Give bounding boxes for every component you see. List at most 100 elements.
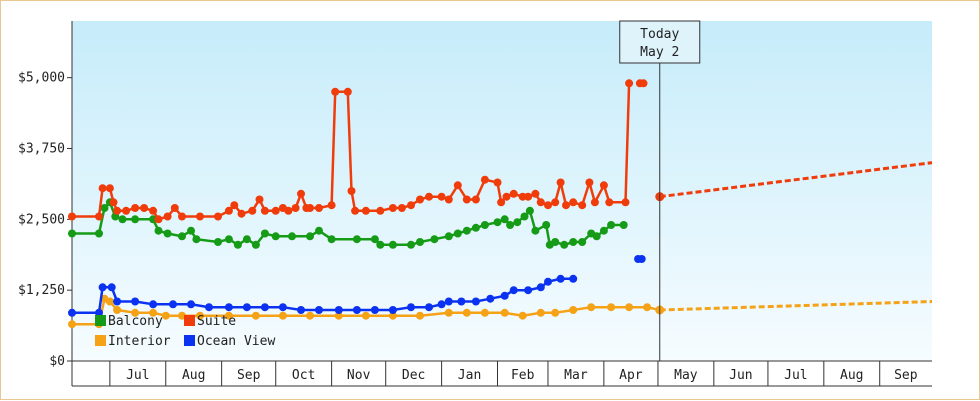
- projection-line: [659, 161, 933, 199]
- data-point: [113, 206, 122, 215]
- data-point: [605, 198, 614, 207]
- x-tick-label: Jul: [126, 368, 149, 383]
- legend-label: Suite: [197, 314, 236, 329]
- series-interior: [68, 294, 933, 329]
- data-point: [444, 297, 453, 306]
- data-point: [187, 300, 195, 309]
- data-point: [587, 303, 596, 312]
- data-point: [376, 206, 385, 215]
- data-point: [562, 201, 570, 210]
- data-point: [68, 308, 76, 317]
- plot-area: [72, 21, 932, 361]
- data-point: [214, 212, 222, 221]
- data-point: [154, 215, 163, 224]
- data-point: [569, 198, 578, 207]
- data-point: [425, 303, 433, 312]
- data-point: [170, 204, 179, 212]
- data-point: [224, 206, 233, 215]
- y-tick-label: $2,500: [18, 212, 65, 227]
- data-point: [352, 235, 361, 244]
- data-point: [621, 198, 630, 207]
- data-point: [251, 311, 260, 320]
- data-point: [278, 303, 287, 312]
- legend-label: Interior: [108, 334, 171, 349]
- data-point: [388, 204, 397, 212]
- data-point: [569, 274, 578, 283]
- data-point: [444, 308, 453, 317]
- data-point: [544, 277, 552, 286]
- data-point: [453, 229, 462, 238]
- data-point: [161, 311, 170, 320]
- data-point: [471, 223, 480, 232]
- data-point: [334, 311, 343, 320]
- data-point: [95, 308, 103, 317]
- data-point: [569, 306, 578, 314]
- y-tick-label: $1,250: [18, 283, 65, 298]
- data-point: [509, 189, 518, 198]
- data-point: [486, 294, 495, 303]
- data-point: [68, 212, 76, 221]
- today-date: May 2: [640, 45, 679, 60]
- data-point: [556, 178, 565, 187]
- data-point: [462, 195, 471, 204]
- data-point: [518, 311, 527, 320]
- data-point: [444, 232, 453, 241]
- data-point: [131, 215, 140, 224]
- x-tick-label: Jan: [458, 368, 481, 383]
- data-point: [95, 229, 103, 238]
- data-point: [480, 308, 489, 317]
- data-point: [237, 209, 246, 218]
- data-point: [590, 198, 599, 207]
- data-point: [524, 192, 533, 201]
- data-point: [205, 303, 213, 312]
- data-point: [192, 235, 201, 244]
- data-point: [149, 206, 158, 215]
- data-point: [536, 198, 545, 207]
- axes: $0 $1,250 $2,500 $3,750 $5,000 Jul Aug Sep Oct No…: [18, 21, 932, 387]
- data-point: [100, 204, 109, 212]
- data-point: [260, 229, 269, 238]
- data-point: [551, 198, 560, 207]
- data-point: [224, 303, 233, 312]
- data-point: [497, 198, 506, 207]
- today-marker: Today May 2: [619, 20, 701, 361]
- data-point: [569, 238, 578, 246]
- data-point: [163, 229, 172, 238]
- data-point: [178, 232, 186, 241]
- data-point: [416, 195, 424, 204]
- data-point: [315, 306, 323, 314]
- x-tick-label: Aug: [182, 368, 205, 383]
- data-point: [637, 255, 646, 263]
- data-point: [351, 206, 360, 215]
- data-point: [500, 291, 509, 300]
- x-tick-label: Jun: [729, 368, 752, 383]
- data-point: [599, 181, 608, 190]
- data-point: [560, 240, 569, 249]
- data-point: [297, 306, 305, 314]
- y-tick-label: $0: [49, 354, 65, 369]
- data-point: [315, 204, 323, 212]
- data-point: [352, 306, 361, 314]
- data-point: [578, 201, 587, 210]
- data-point: [502, 192, 511, 201]
- data-point: [233, 240, 242, 249]
- legend: Balcony Suite Interior Ocean View: [95, 314, 275, 349]
- data-point: [462, 308, 471, 317]
- data-point: [306, 232, 314, 241]
- data-point: [416, 311, 424, 320]
- data-point: [444, 195, 453, 204]
- x-tick-label: Sep: [237, 368, 261, 383]
- data-point: [297, 189, 305, 198]
- data-point: [271, 206, 280, 215]
- data-point: [149, 300, 158, 309]
- data-point: [68, 229, 76, 238]
- data-point: [544, 201, 552, 210]
- series-suite: [68, 79, 933, 224]
- data-point: [196, 311, 204, 320]
- data-point: [113, 297, 122, 306]
- data-point: [187, 226, 195, 235]
- data-point: [437, 192, 446, 201]
- data-point: [536, 308, 545, 317]
- data-point: [407, 303, 415, 312]
- data-point: [370, 235, 379, 244]
